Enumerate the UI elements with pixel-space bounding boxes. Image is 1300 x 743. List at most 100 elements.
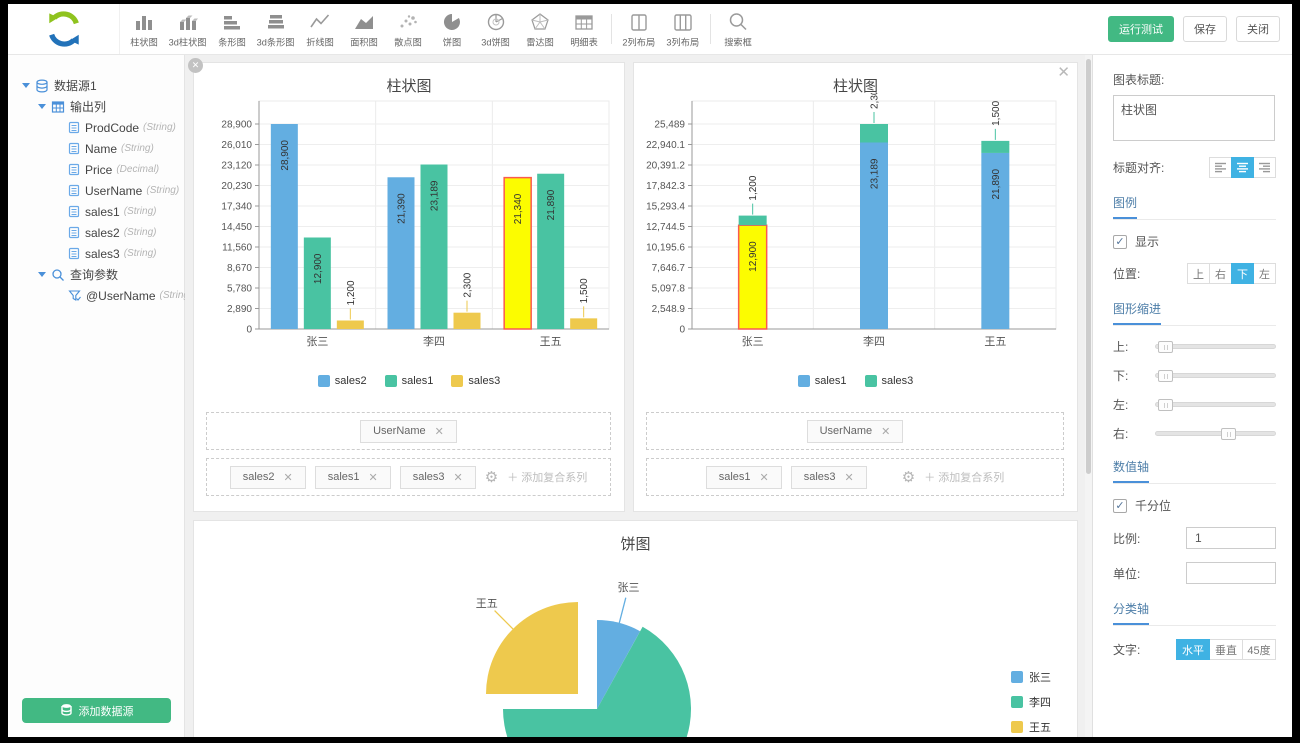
series-chip-sales3[interactable]: sales3 ✕ [399,465,476,489]
tool-table[interactable]: 明细表 [562,10,606,49]
slider-handle[interactable] [1157,341,1173,353]
series-chip-sales3[interactable]: sales3 ✕ [790,465,867,489]
legend-item[interactable]: sales2 [317,375,367,387]
position-bottom-button[interactable]: 下 [1231,263,1254,284]
indent-top-slider[interactable] [1154,341,1276,353]
position-top-button[interactable]: 上 [1187,263,1210,284]
indent-right-slider[interactable] [1154,428,1276,440]
tree-field-sales3[interactable]: sales3 (String) [8,243,184,264]
series-field-dropzone[interactable]: sales1 ✕ sales3 ✕ ⚙ ＋ 添加复合系列 [646,458,1064,496]
position-left-button[interactable]: 左 [1253,263,1276,284]
series-chip-sales1[interactable]: sales1 ✕ [314,465,391,489]
tree-field-sales2[interactable]: sales2 (String) [8,222,184,243]
close-button[interactable]: 关闭 [1236,16,1280,42]
stacked-bar-chart[interactable]: 0 2,548.9 5,097.8 7,646.7 10,195.6 12,744.5 15… [634,93,1079,363]
tool-pie-chart[interactable]: 饼图 [430,10,474,49]
tool-scatter-chart[interactable]: 散点图 [386,10,430,49]
tool-two-column-layout[interactable]: 2列布局 [617,10,661,49]
legend-item[interactable]: sales3 [451,375,500,387]
grouped-bar-chart[interactable]: 0 2,890 5,780 8,670 11,560 14,450 17,340 20,230… [194,93,624,363]
series-chip-sales2[interactable]: sales2 ✕ [229,465,306,489]
remove-chip-icon[interactable]: ✕ [283,471,293,484]
legend-item[interactable]: sales3 [864,375,913,387]
remove-chip-icon[interactable]: ✕ [759,471,769,484]
vertical-scrollbar[interactable] [1085,55,1092,737]
tree-field-price[interactable]: Price (Decimal) [8,159,184,180]
tree-param-username[interactable]: @UserName (String) [8,285,192,306]
tree-node-query-params[interactable]: 查询参数 [8,264,184,285]
ratio-input[interactable] [1186,527,1276,549]
slider-handle[interactable] [1157,370,1173,382]
field-chip-username[interactable]: UserName ✕ [806,419,904,443]
add-composite-series-button[interactable]: ＋ 添加复合系列 [924,472,1005,484]
remove-chip-icon[interactable]: ✕ [434,425,444,438]
field-chip-username[interactable]: UserName ✕ [360,419,457,443]
tool-bar-chart[interactable]: 柱状图 [122,10,166,49]
tree-field-prodcode[interactable]: ProdCode (String) [8,117,184,138]
canvas-close-icon[interactable]: ✕ [188,58,203,73]
title-align-group [1209,157,1276,178]
series-settings-gear-icon[interactable]: ⚙ [484,468,499,486]
caret-down-icon[interactable] [38,104,46,109]
remove-chip-icon[interactable]: ✕ [844,471,854,484]
position-right-button[interactable]: 右 [1209,263,1232,284]
indent-left-slider[interactable] [1154,399,1276,411]
series-chip-sales1[interactable]: sales1 ✕ [705,465,782,489]
indent-bottom-slider[interactable] [1154,370,1276,382]
svg-text:14,450: 14,450 [221,222,252,233]
unit-input[interactable] [1186,562,1276,584]
toolbar-actions: 运行测试 保存 关闭 [1099,4,1292,54]
svg-text:17,340: 17,340 [221,202,252,213]
ratio-label: 比例: [1113,531,1141,546]
caret-down-icon[interactable] [22,83,30,88]
remove-chip-icon[interactable]: ✕ [881,425,891,438]
scrollbar-thumb[interactable] [1086,59,1091,474]
tool-pie-3d-chart[interactable]: 3d饼图 [474,10,518,49]
tool-hbar-3d-chart[interactable]: 3d条形图 [254,10,298,49]
legend-item[interactable]: 张三 [1011,669,1051,685]
align-center-button[interactable] [1231,157,1254,178]
tree-node-output-columns[interactable]: 输出列 [8,96,184,117]
slider-handle[interactable] [1221,428,1236,440]
slider-handle[interactable] [1157,399,1173,411]
legend-show-checkbox[interactable]: ✓ [1113,234,1127,249]
tool-three-column-layout[interactable]: 3列布局 [661,10,705,49]
tool-radar-chart[interactable]: 雷达图 [518,10,562,49]
tree-node-datasource[interactable]: 数据源1 [8,75,184,96]
chart-title-input[interactable]: 柱状图 [1113,95,1275,141]
tool-line-chart[interactable]: 折线图 [298,10,342,49]
series-settings-gear-icon[interactable]: ⚙ [901,468,916,486]
legend-item[interactable]: 李四 [1011,694,1051,710]
legend-item[interactable]: 王五 [1011,719,1051,735]
legend-item[interactable]: sales1 [797,375,847,387]
tree-field-name[interactable]: Name (String) [8,138,184,159]
tool-bar-3d-chart[interactable]: 3d柱状图 [166,10,210,49]
svg-text:李四: 李四 [863,334,885,348]
text-horizontal-button[interactable]: 水平 [1176,639,1210,660]
run-test-button[interactable]: 运行测试 [1108,16,1174,42]
remove-chip-icon[interactable]: ✕ [453,471,463,484]
save-button[interactable]: 保存 [1183,16,1227,42]
text-vertical-button[interactable]: 垂直 [1209,639,1243,660]
tree-field-username[interactable]: UserName (String) [8,180,184,201]
tool-search-box[interactable]: 搜索框 [716,10,760,49]
text-45deg-button[interactable]: 45度 [1242,639,1276,660]
tool-hbar-chart[interactable]: 条形图 [210,10,254,49]
field-type: (String) [123,248,157,259]
series-field-dropzone[interactable]: sales2 ✕ sales1 ✕ sales3 ✕ ⚙ ＋ 添加复合系列 [206,458,611,496]
caret-down-icon[interactable] [38,272,46,277]
add-composite-series-button[interactable]: ＋ 添加复合系列 [507,472,588,484]
tree-field-sales1[interactable]: sales1 (String) [8,201,184,222]
add-datasource-button[interactable]: 添加数据源 [22,698,171,723]
panel-close-icon[interactable]: ✕ [1057,64,1070,81]
tool-area-chart[interactable]: 面积图 [342,10,386,49]
align-left-button[interactable] [1209,157,1232,178]
align-right-button[interactable] [1253,157,1276,178]
category-field-dropzone[interactable]: UserName ✕ [646,412,1064,450]
remove-chip-icon[interactable]: ✕ [368,471,378,484]
thousands-separator-checkbox[interactable]: ✓ [1113,498,1127,513]
chart-panel-stacked-bar: ✕ 柱状图 0 2,548.9 5,097.8 7,646.7 10,195.6 12,7… [633,62,1078,512]
legend-item[interactable]: sales1 [384,375,433,387]
category-field-dropzone[interactable]: UserName ✕ [206,412,611,450]
